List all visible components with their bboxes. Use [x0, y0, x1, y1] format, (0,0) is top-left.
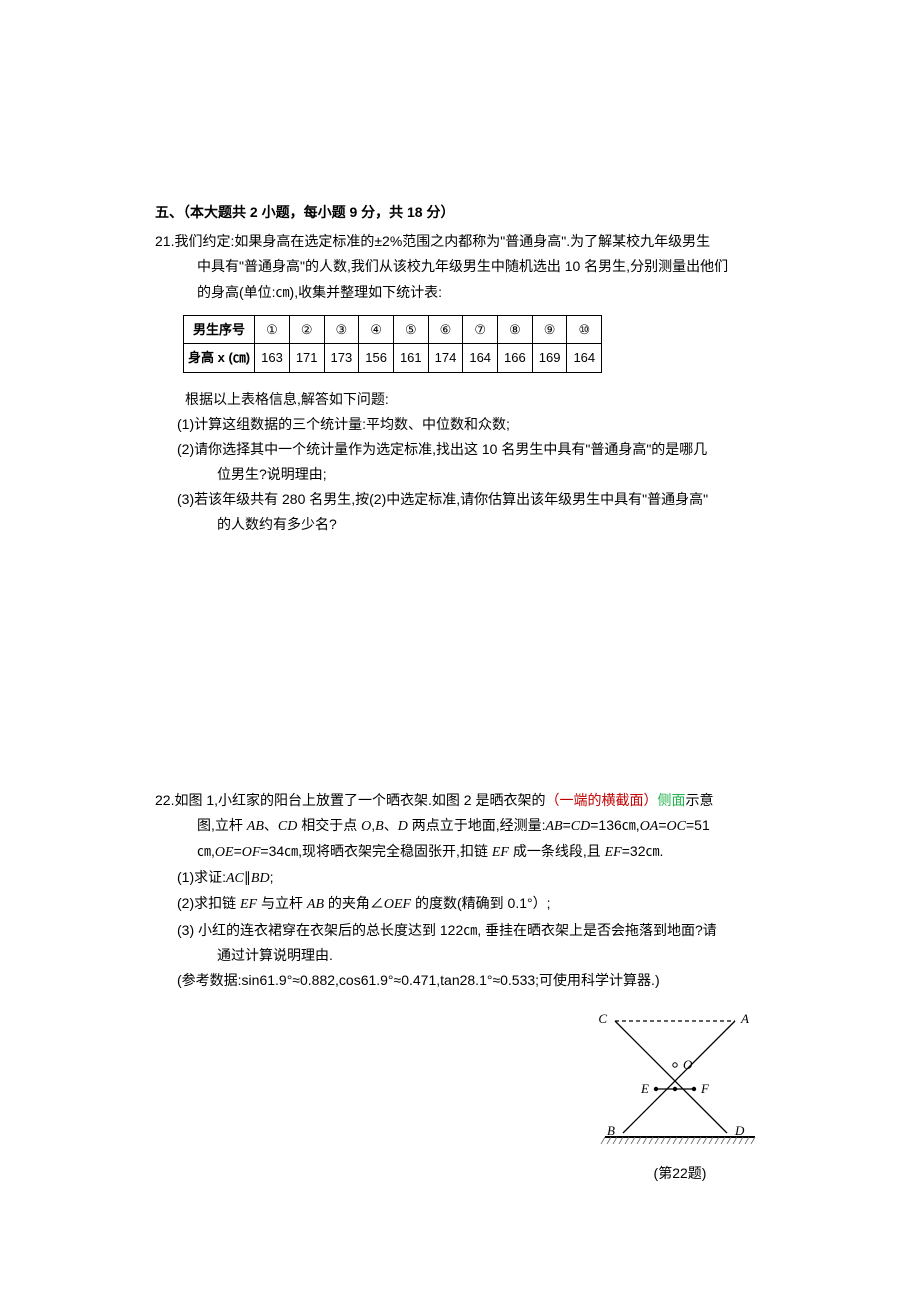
table-cell: ④ [359, 315, 394, 343]
table-cell: 166 [498, 344, 533, 372]
t: AB [546, 819, 563, 834]
q22-line3: ㎝,OE=OF=34㎝,现将晒衣架完全稳固张开,扣链 EF 成一条线段,且 EF… [155, 839, 765, 865]
t: 、 [384, 817, 398, 833]
table-header-label: 男生序号 [184, 315, 255, 343]
table-header-label: 身高 x (㎝) [184, 344, 255, 372]
problem-21: 21.我们约定:如果身高在选定标准的±2%范围之内都称为"普通身高".为了解某校… [155, 229, 765, 537]
table-cell: ⑩ [567, 315, 602, 343]
svg-text:C: C [598, 1011, 607, 1026]
t: CD [571, 819, 590, 834]
q22-ref: (参考数据:sin61.9°≈0.882,cos61.9°≈0.471,tan2… [155, 968, 765, 993]
t: 两点立于地面,经测量: [408, 817, 546, 833]
svg-text:B: B [607, 1123, 615, 1138]
t: O [361, 819, 371, 834]
t: EF [240, 897, 257, 912]
t: EF [492, 845, 509, 860]
table-cell: ⑨ [532, 315, 567, 343]
t: 成一条线段,且 [509, 843, 605, 859]
table-cell: 156 [359, 344, 394, 372]
t: ∥ [244, 869, 251, 885]
t: CD [278, 819, 297, 834]
t: AB [247, 819, 264, 834]
t: = [658, 817, 666, 833]
table-row: 身高 x (㎝) 163 171 173 156 161 174 164 166… [184, 344, 602, 372]
t: = [563, 817, 571, 833]
q21-sub3b: 的人数约有多少名? [155, 512, 765, 537]
t: OC [667, 819, 686, 834]
q22-diagram: C A O E F B D [595, 1009, 765, 1159]
table-cell: 173 [324, 344, 359, 372]
q21-line3: 的身高(单位:㎝),收集并整理如下统计表: [155, 280, 765, 305]
t: =34㎝,现将晒衣架完全稳固张开,扣链 [260, 843, 491, 859]
svg-text:D: D [734, 1123, 745, 1138]
q22-l1-prefix: 22.如图 1,小红家的阳台上放置了一个晒衣架.如图 2 是晒衣架的 [155, 792, 545, 808]
q21-aftertable: 根据以上表格信息,解答如下问题: [155, 387, 765, 412]
table-cell: 174 [428, 344, 463, 372]
q22-sub3a: (3) 小红的连衣裙穿在衣架后的总长度达到 122㎝, 垂挂在晒衣架上是否会拖落… [155, 918, 765, 943]
t: ; [270, 869, 274, 885]
t: (2)求扣链 [177, 895, 240, 911]
table-cell: 164 [567, 344, 602, 372]
svg-text:A: A [740, 1011, 749, 1026]
t: =51 [686, 817, 710, 833]
table-cell: 163 [255, 344, 290, 372]
q22-l1-suffix: 示意 [685, 792, 713, 808]
table-cell: 171 [289, 344, 324, 372]
svg-text:O: O [683, 1057, 693, 1072]
q21-sub2b: 位男生?说明理由; [155, 462, 765, 487]
t: ㎝, [197, 843, 215, 859]
t: OEF [384, 897, 411, 912]
t: OA [640, 819, 659, 834]
svg-text:E: E [640, 1081, 649, 1096]
q22-sub2: (2)求扣链 EF 与立杆 AB 的夹角∠OEF 的度数(精确到 0.1°）; [155, 891, 765, 917]
t: 、 [264, 817, 278, 833]
t: (1)求证: [177, 869, 226, 885]
q21-sub2: (2)请你选择其中一个统计量作为选定标准,找出这 10 名男生中具有"普通身高"… [155, 437, 765, 462]
t: OE [215, 845, 234, 860]
t: =32㎝. [622, 843, 664, 859]
q21-sub1: (1)计算这组数据的三个统计量:平均数、中位数和众数; [155, 412, 765, 437]
t: B [375, 819, 384, 834]
table-cell: ⑥ [428, 315, 463, 343]
table-cell: ① [255, 315, 290, 343]
table-cell: ⑦ [463, 315, 498, 343]
q22-figure-area: C A O E F B D (第22题) [155, 1009, 765, 1186]
q22-figure-caption: (第22题) [595, 1161, 765, 1186]
table-cell: 169 [532, 344, 567, 372]
t: 与立杆 [257, 895, 307, 911]
q22-sub3b: 通过计算说明理由. [155, 943, 765, 968]
q22-l1-red: （一端的横截面） [545, 792, 657, 808]
t: = [234, 843, 242, 859]
t: 的夹角∠ [324, 895, 384, 911]
t: OF [242, 845, 261, 860]
t: 相交于点 [297, 817, 361, 833]
t: AC [226, 871, 244, 886]
q21-table-wrap: 男生序号 ① ② ③ ④ ⑤ ⑥ ⑦ ⑧ ⑨ ⑩ 身高 x (㎝) 163 17… [155, 315, 765, 373]
q21-line2: 中具有"普通身高"的人数,我们从该校九年级男生中随机选出 10 名男生,分别测量… [155, 254, 765, 279]
table-cell: ⑤ [393, 315, 428, 343]
section-header: 五、（本大题共 2 小题，每小题 9 分，共 18 分） [155, 200, 765, 225]
t: 图,立杆 [197, 817, 247, 833]
svg-text:F: F [700, 1081, 710, 1096]
t: EF [605, 845, 622, 860]
table-cell: ③ [324, 315, 359, 343]
q21-sub3: (3)若该年级共有 280 名男生,按(2)中选定标准,请你估算出该年级男生中具… [155, 487, 765, 512]
t: =136㎝, [590, 817, 639, 833]
table-cell: ⑧ [498, 315, 533, 343]
table-cell: 164 [463, 344, 498, 372]
q21-line1: 21.我们约定:如果身高在选定标准的±2%范围之内都称为"普通身高".为了解某校… [155, 229, 765, 254]
table-cell: 161 [393, 344, 428, 372]
q22-sub1: (1)求证:AC∥BD; [155, 865, 765, 891]
table-cell: ② [289, 315, 324, 343]
q22-l1-green: 侧面 [657, 792, 685, 808]
t: D [398, 819, 408, 834]
q21-table: 男生序号 ① ② ③ ④ ⑤ ⑥ ⑦ ⑧ ⑨ ⑩ 身高 x (㎝) 163 17… [183, 315, 602, 373]
t: BD [251, 871, 270, 886]
q22-line2: 图,立杆 AB、CD 相交于点 O,B、D 两点立于地面,经测量:AB=CD=1… [155, 813, 765, 839]
t: 的度数(精确到 0.1°）; [411, 895, 550, 911]
q22-line1: 22.如图 1,小红家的阳台上放置了一个晒衣架.如图 2 是晒衣架的（一端的横截… [155, 788, 765, 813]
t: AB [307, 897, 324, 912]
table-row: 男生序号 ① ② ③ ④ ⑤ ⑥ ⑦ ⑧ ⑨ ⑩ [184, 315, 602, 343]
problem-22: 22.如图 1,小红家的阳台上放置了一个晒衣架.如图 2 是晒衣架的（一端的横截… [155, 788, 765, 1187]
